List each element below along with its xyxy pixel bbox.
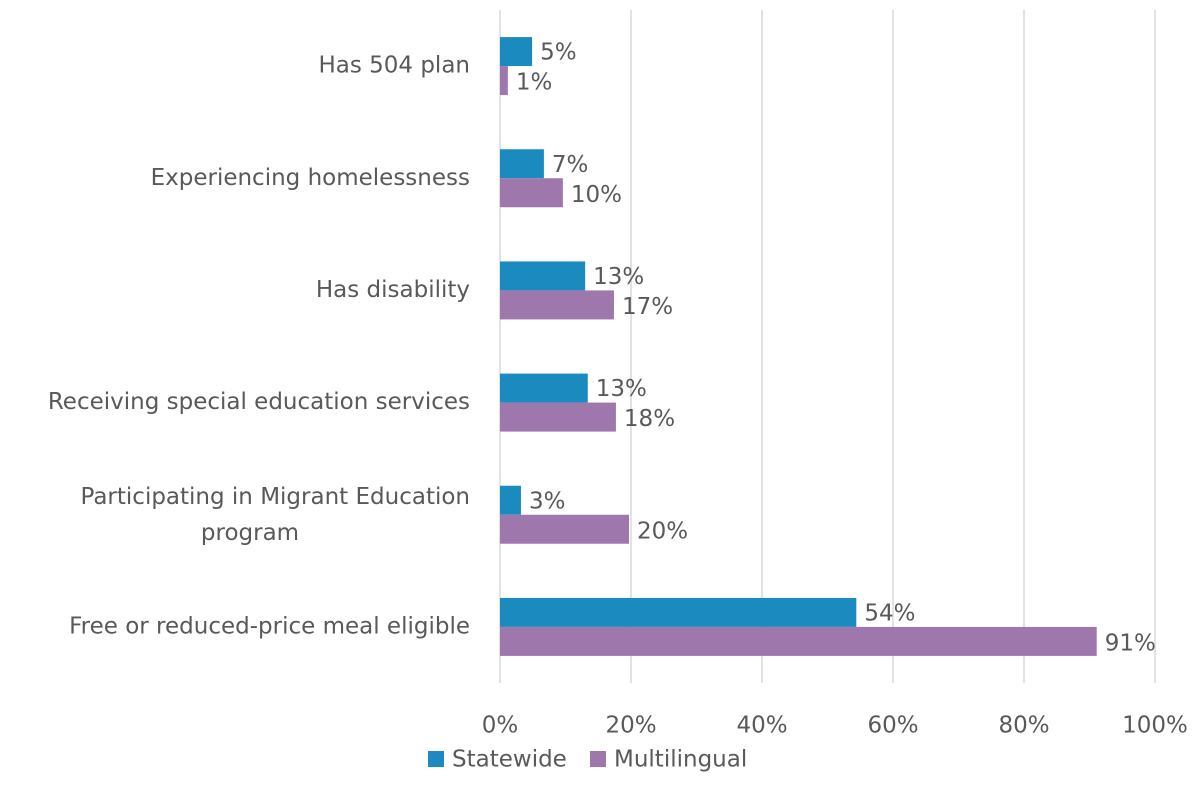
data-label: 1% [516,70,553,96]
data-label: 13% [596,376,647,402]
data-label: 91% [1105,630,1156,656]
bar [500,373,588,403]
y-tick-label: Experiencing homelessness [151,165,470,191]
bar [500,402,616,432]
bar [500,597,857,627]
y-tick-label: Participating in Migrant Education progra… [81,483,471,545]
data-label: 3% [529,488,566,514]
data-label: 10% [571,182,622,208]
x-tick-label: 20% [605,713,656,739]
bar [500,261,586,291]
bar [500,66,508,96]
data-label: 17% [622,294,673,320]
x-tick-label: 40% [736,713,787,739]
bar [500,514,630,544]
y-tick-label: Free or reduced-price meal eligible [69,613,470,639]
bar [500,626,1097,656]
bar [500,485,521,515]
legend-swatch [590,751,606,767]
bar [500,149,544,179]
data-label: 20% [637,518,688,544]
bar [500,178,563,208]
data-label: 18% [624,406,675,432]
y-tick-label: Receiving special education services [48,389,470,415]
legend-swatch [428,751,444,767]
x-tick-label: 0% [482,713,519,739]
y-tick-label: Has 504 plan [318,53,470,79]
data-label: 5% [540,40,577,66]
x-tick-label: 100% [1122,713,1188,739]
data-label: 13% [593,264,644,290]
x-tick-label: 60% [867,713,918,739]
data-label: 7% [552,152,589,178]
bar [500,37,533,67]
x-tick-label: 80% [998,713,1049,739]
legend-label: Multilingual [614,747,747,773]
data-label: 54% [864,600,915,626]
legend-label: Statewide [452,747,567,773]
y-tick-label: Has disability [316,277,470,303]
bar [500,290,614,320]
